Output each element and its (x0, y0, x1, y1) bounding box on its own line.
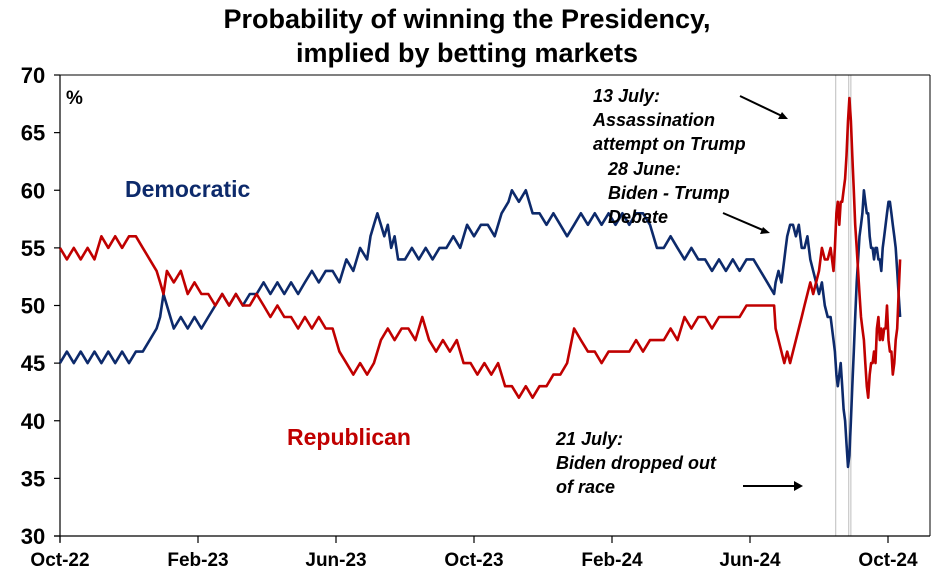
annotation-debate-arrowhead (760, 227, 770, 234)
y-unit-label: % (66, 88, 83, 109)
annotation-debate-line-3: Debate (608, 207, 668, 227)
x-tick-label-Oct-23: Oct-23 (444, 550, 503, 571)
annotation-debate: 28 June: Biden - Trump Debate (607, 159, 770, 234)
x-ticks: Oct-22 Feb-23 Jun-23 Oct-23 Feb-24 Jun-24 Oct-… (30, 536, 918, 571)
annotation-assassination-line-2: Assassination (592, 110, 715, 130)
y-tick-label-70: 70 (21, 63, 45, 88)
y-tick-label-50: 50 (21, 294, 45, 319)
x-tick-label-Oct-22: Oct-22 (30, 550, 89, 571)
annotation-assassination-arrow (739, 95, 785, 118)
y-ticks: 30 35 40 45 50 55 60 65 70 (21, 63, 60, 549)
annotation-assassination-line-1: 13 July: (593, 86, 660, 106)
y-tick-label-30: 30 (21, 524, 45, 549)
y-tick-label-65: 65 (21, 121, 45, 146)
annotation-dropout-line-3: of race (556, 477, 615, 497)
chart-title-line-1: Probability of winning the Presidency, (223, 4, 710, 34)
annotation-assassination: 13 July: Assassination attempt on Trump (592, 86, 788, 154)
y-tick-label-40: 40 (21, 409, 45, 434)
chart-title-line-2: implied by betting markets (296, 38, 638, 68)
series-label-republican: Republican (287, 424, 411, 450)
annotation-debate-arrow (722, 212, 766, 232)
annotation-dropout-arrowhead (794, 481, 803, 491)
annotation-debate-line-2: Biden - Trump (608, 183, 730, 203)
y-tick-label-60: 60 (21, 178, 45, 203)
annotation-dropout: 21 July: Biden dropped out of race (555, 429, 803, 497)
x-tick-label-Oct-24: Oct-24 (858, 550, 918, 571)
y-tick-label-35: 35 (21, 466, 45, 491)
annotation-assassination-arrowhead (778, 112, 788, 119)
series-label-democratic: Democratic (125, 176, 250, 202)
series-line-democratic (58, 189, 902, 469)
series-group (58, 96, 902, 469)
x-tick-label-Feb-24: Feb-24 (581, 550, 643, 571)
annotation-debate-line-1: 28 June: (607, 159, 681, 179)
y-tick-label-45: 45 (21, 351, 45, 376)
y-tick-label-55: 55 (21, 236, 45, 261)
x-tick-label-Feb-23: Feb-23 (167, 550, 228, 571)
annotation-dropout-line-2: Biden dropped out (556, 453, 717, 473)
x-tick-label-Jun-24: Jun-24 (719, 550, 781, 571)
annotation-dropout-line-1: 21 July: (555, 429, 623, 449)
axes (54, 74, 931, 542)
x-tick-label-Jun-23: Jun-23 (305, 550, 366, 571)
series-line-republican (58, 96, 902, 399)
annotation-assassination-line-3: attempt on Trump (593, 134, 746, 154)
